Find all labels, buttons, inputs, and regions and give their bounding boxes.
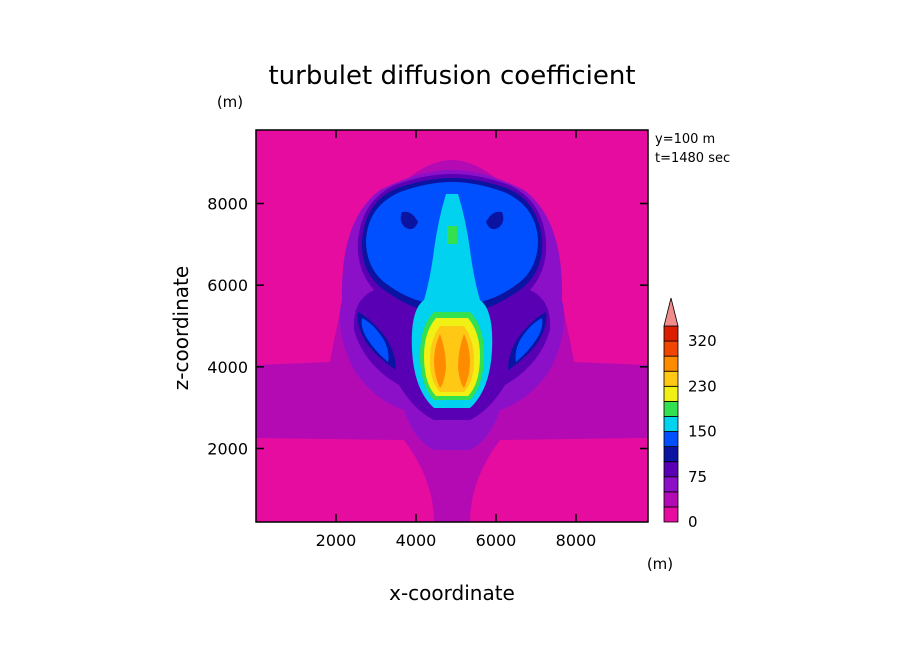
- colorbar-extend-arrow: [663, 297, 679, 327]
- chart-title: turbulet diffusion coefficient: [268, 61, 635, 91]
- colorbar-tick-label: 320: [688, 332, 717, 350]
- y-tick-label: 4000: [207, 358, 248, 377]
- contour-field: [256, 130, 648, 522]
- x-unit-label: (m): [647, 555, 673, 573]
- colorbar: 0 75 150 230 320: [663, 297, 717, 531]
- colorbar-segment: [663, 476, 679, 493]
- annotation-y: y=100 m: [655, 132, 715, 147]
- colorbar-segment: [663, 506, 679, 523]
- colorbar-segment: [663, 461, 679, 478]
- colorbar-tick-label: 0: [688, 513, 698, 531]
- colorbar-segment: [663, 340, 679, 357]
- x-tick-label: 4000: [396, 531, 437, 550]
- contour-spot-right-level-4: [486, 211, 504, 230]
- y-tick-label: 8000: [207, 195, 248, 214]
- x-tick-label: 6000: [476, 531, 517, 550]
- colorbar-segment: [663, 325, 679, 342]
- x-axis-ticks: 2000 4000 6000 8000: [316, 130, 597, 550]
- contour-core-left-level-10: [434, 334, 446, 388]
- x-axis-label: x-coordinate: [389, 581, 515, 605]
- annotation-t: t=1480 sec: [655, 151, 730, 166]
- colorbar-segment: [663, 416, 679, 432]
- contour-core-right-level-10: [458, 334, 470, 388]
- colorbar-segment: [663, 491, 679, 508]
- contour-spot-left-level-4: [400, 211, 418, 230]
- x-tick-label: 2000: [316, 531, 357, 550]
- x-tick-label: 8000: [556, 531, 597, 550]
- y-tick-label: 6000: [207, 276, 248, 295]
- colorbar-tick-label: 150: [688, 423, 717, 441]
- contour-wing-right-level-5: [515, 318, 543, 362]
- y-axis-label: z-coordinate: [169, 266, 193, 390]
- y-tick-label: 2000: [207, 440, 248, 459]
- colorbar-tick-label: 230: [688, 377, 717, 395]
- plot-frame: [255, 129, 649, 523]
- colorbar-segment: [663, 355, 679, 372]
- colorbar-segment: [663, 385, 679, 402]
- colorbar-segment: [663, 431, 679, 448]
- colorbar-segment: [663, 446, 679, 463]
- colorbar-tick-label: 75: [688, 468, 707, 486]
- contour-wing-left-level-5: [361, 318, 389, 362]
- y-unit-label: (m): [217, 93, 243, 111]
- y-axis-ticks: 2000 4000 6000 8000: [207, 195, 648, 459]
- contour-spot-level-7: [447, 226, 457, 244]
- colorbar-segment: [663, 370, 679, 387]
- colorbar-segment: [663, 400, 679, 417]
